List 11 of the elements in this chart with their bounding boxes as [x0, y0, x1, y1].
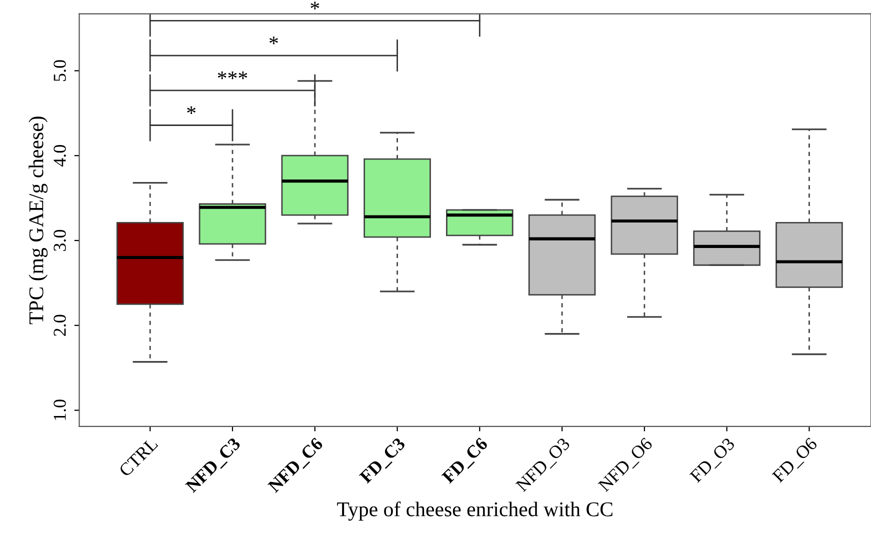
- y-tick-label: 4.0: [54, 145, 66, 167]
- y-tick-label: 1.0: [54, 400, 66, 420]
- annotation: *: [270, 36, 278, 44]
- annotation: ***: [218, 71, 248, 80]
- text: *: [310, 2, 320, 10]
- y-tick-label: 2.0: [54, 314, 66, 336]
- y-tick-label: 5.0: [54, 60, 66, 81]
- annotation: *: [187, 106, 196, 114]
- y-axis-title: TPC (mg GAE/g cheese): [28, 116, 48, 324]
- y-tick-label: 3.0: [54, 230, 66, 251]
- x-axis-title: Type of cheese enriched with CC: [337, 501, 612, 521]
